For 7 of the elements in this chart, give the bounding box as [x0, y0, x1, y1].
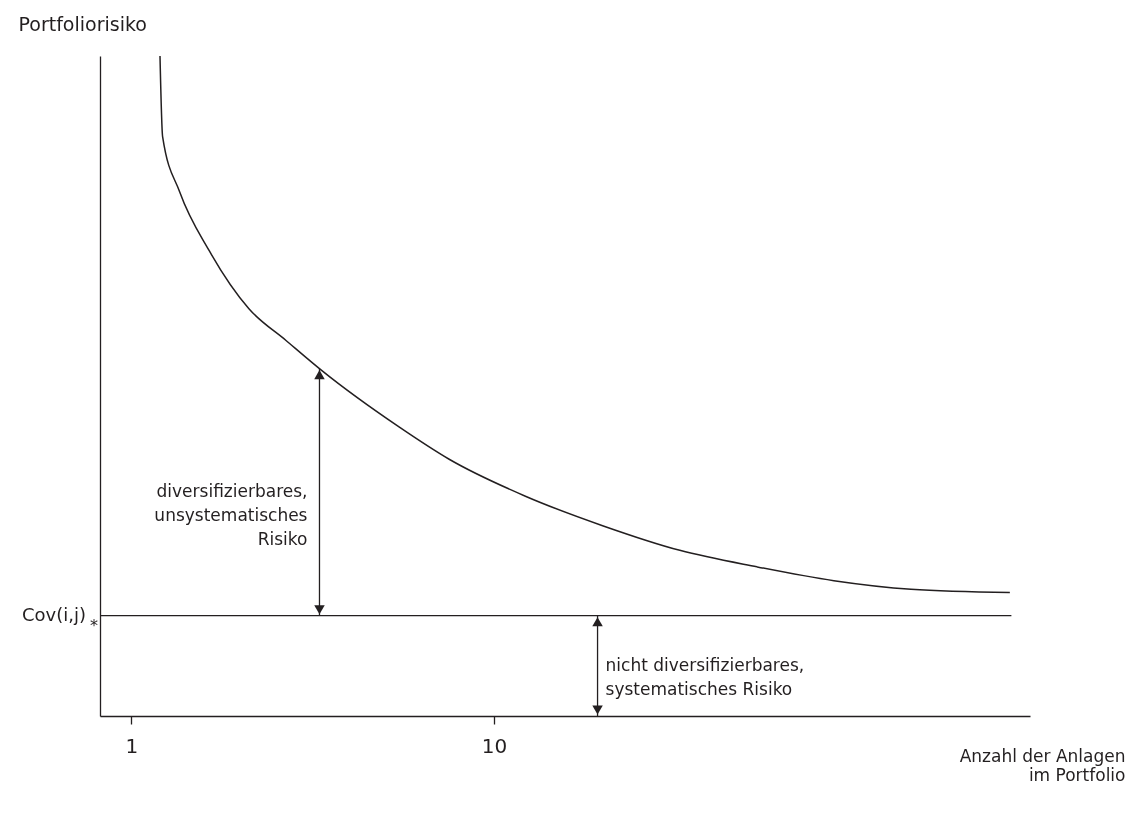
y-axis-title: Portfoliorisiko	[18, 12, 147, 35]
x-tick-label: 10	[481, 733, 508, 758]
x-axis-title: Anzahl der Anlagen im Portfolio	[959, 745, 1126, 785]
annotation: diversifizierbares, unsystematisches Risiko	[154, 481, 308, 550]
ref-line-label: Cov(i,j)*	[21, 603, 98, 635]
x-tick-label: 1	[125, 733, 139, 758]
annotation: nicht diversifizierbares, systematisches Risiko	[605, 654, 805, 699]
